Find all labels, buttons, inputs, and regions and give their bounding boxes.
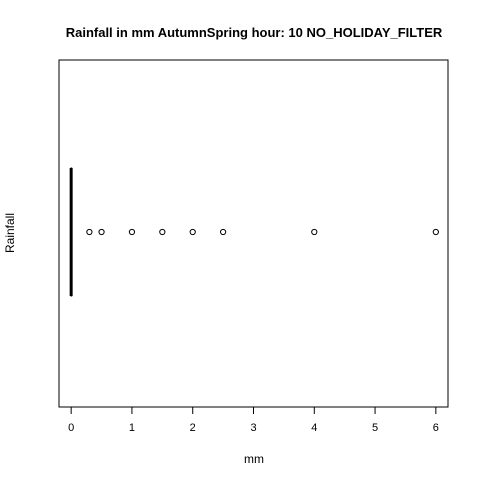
- x-axis: 0 1 2 3 4 5 6: [68, 406, 439, 434]
- outlier-point: [98, 228, 105, 236]
- plot-frame: [58, 59, 449, 408]
- x-tick-label: 4: [311, 422, 317, 434]
- outlier-point: [220, 228, 227, 236]
- outlier-point: [432, 228, 439, 236]
- x-axis-label: mm: [244, 452, 264, 466]
- outlier-point: [128, 228, 136, 236]
- outlier-points: [86, 228, 439, 236]
- chart-title: Rainfall in mm AutumnSpring hour: 10 NO_…: [66, 25, 443, 40]
- x-tick-label: 0: [68, 422, 74, 434]
- x-tick-label: 1: [129, 422, 135, 434]
- outlier-point: [86, 228, 93, 236]
- y-axis-label: Rainfall: [3, 213, 17, 253]
- outlier-point: [159, 228, 166, 236]
- box-group: [69, 167, 73, 297]
- x-tick-label: 5: [372, 422, 378, 434]
- outlier-point: [189, 228, 196, 236]
- outlier-point: [311, 228, 318, 236]
- x-tick-label: 3: [250, 422, 256, 434]
- x-tick-label: 6: [433, 422, 439, 434]
- x-tick-label: 2: [190, 422, 196, 434]
